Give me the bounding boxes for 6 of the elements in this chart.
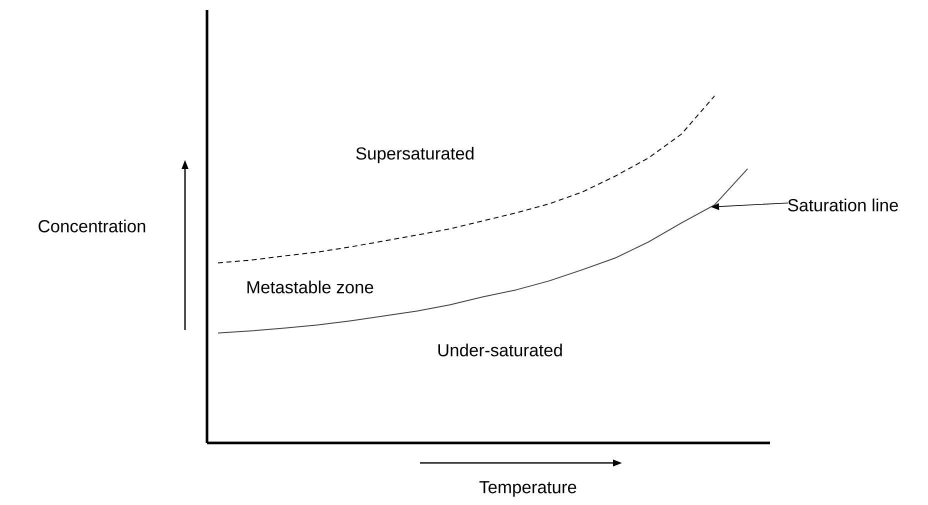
- text: Saturation line: [788, 198, 898, 212]
- x-axis-title: Temperature: [479, 481, 576, 497]
- annotation: Under-saturated: [438, 344, 562, 356]
- annotation: Supersaturated: [356, 146, 474, 164]
- y-axis-title: Concentration: [38, 220, 146, 232]
- annotation: Metastable zone: [247, 280, 374, 294]
